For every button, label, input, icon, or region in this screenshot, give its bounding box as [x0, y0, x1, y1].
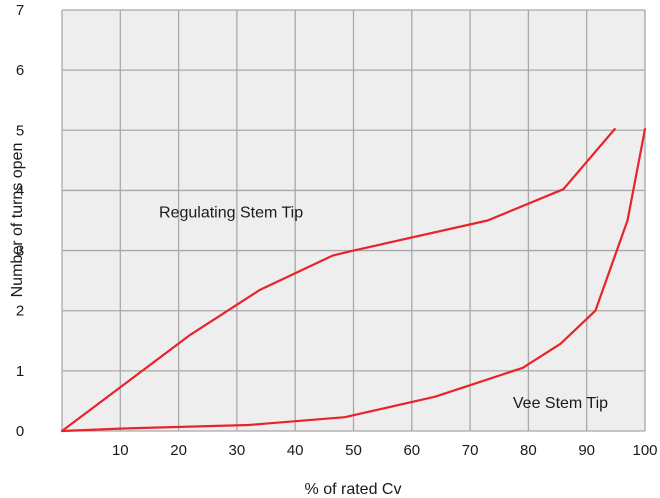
x-tick-label: 20 — [170, 442, 187, 459]
x-tick-label: 90 — [578, 442, 595, 459]
series-annotation-2: Vee Stem Tip — [513, 395, 608, 412]
x-tick-label: 80 — [520, 442, 537, 459]
y-tick-label: 1 — [16, 363, 24, 380]
x-tick-label: 60 — [403, 442, 420, 459]
x-tick-label: 40 — [287, 442, 304, 459]
x-tick-label: 100 — [632, 442, 657, 459]
x-tick-label: 70 — [462, 442, 479, 459]
y-tick-label: 2 — [16, 303, 24, 320]
y-tick-label: 6 — [16, 62, 24, 79]
series-annotation-1: Regulating Stem Tip — [159, 204, 303, 221]
y-tick-label: 0 — [16, 423, 24, 440]
y-tick-label: 7 — [16, 2, 24, 19]
x-tick-label: 30 — [229, 442, 246, 459]
y-axis-title: Number of turns open — [9, 143, 26, 298]
x-tick-labels: 10 20 30 40 50 60 70 80 90 100 — [112, 442, 658, 459]
x-tick-label: 10 — [112, 442, 129, 459]
y-tick-label: 5 — [16, 122, 24, 139]
x-axis-title: % of rated Cv — [305, 481, 402, 498]
x-tick-label: 50 — [345, 442, 362, 459]
